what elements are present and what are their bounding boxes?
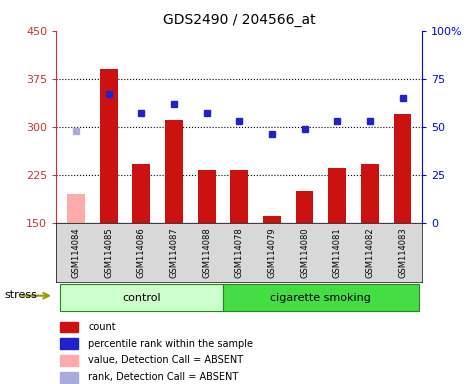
Text: GSM114084: GSM114084 <box>71 227 80 278</box>
Text: GSM114078: GSM114078 <box>234 227 244 278</box>
Bar <box>295 191 313 223</box>
Text: GSM114088: GSM114088 <box>202 227 211 278</box>
Bar <box>230 170 248 223</box>
Text: count: count <box>88 322 116 332</box>
FancyBboxPatch shape <box>223 284 419 311</box>
Bar <box>328 168 346 223</box>
Text: GSM114079: GSM114079 <box>267 227 276 278</box>
Text: GSM114085: GSM114085 <box>104 227 113 278</box>
Bar <box>99 69 118 223</box>
Bar <box>263 216 281 223</box>
FancyBboxPatch shape <box>60 284 223 311</box>
Text: GSM114087: GSM114087 <box>169 227 178 278</box>
Text: value, Detection Call = ABSENT: value, Detection Call = ABSENT <box>88 356 243 366</box>
Bar <box>60 355 78 366</box>
Text: GSM114086: GSM114086 <box>136 227 146 278</box>
Bar <box>60 338 78 349</box>
Text: cigarette smoking: cigarette smoking <box>271 293 371 303</box>
Bar <box>60 372 78 382</box>
Bar <box>60 321 78 332</box>
Bar <box>361 164 379 223</box>
Bar <box>197 170 216 223</box>
Text: stress: stress <box>5 290 38 300</box>
Text: GSM114080: GSM114080 <box>300 227 309 278</box>
Bar <box>165 120 183 223</box>
Text: GSM114083: GSM114083 <box>398 227 407 278</box>
Bar <box>67 194 85 223</box>
Text: GSM114081: GSM114081 <box>333 227 342 278</box>
Title: GDS2490 / 204566_at: GDS2490 / 204566_at <box>163 13 316 27</box>
Text: percentile rank within the sample: percentile rank within the sample <box>88 339 253 349</box>
Text: control: control <box>122 293 160 303</box>
Bar <box>132 164 150 223</box>
Bar <box>393 114 411 223</box>
Text: rank, Detection Call = ABSENT: rank, Detection Call = ABSENT <box>88 372 238 382</box>
Text: GSM114082: GSM114082 <box>365 227 374 278</box>
